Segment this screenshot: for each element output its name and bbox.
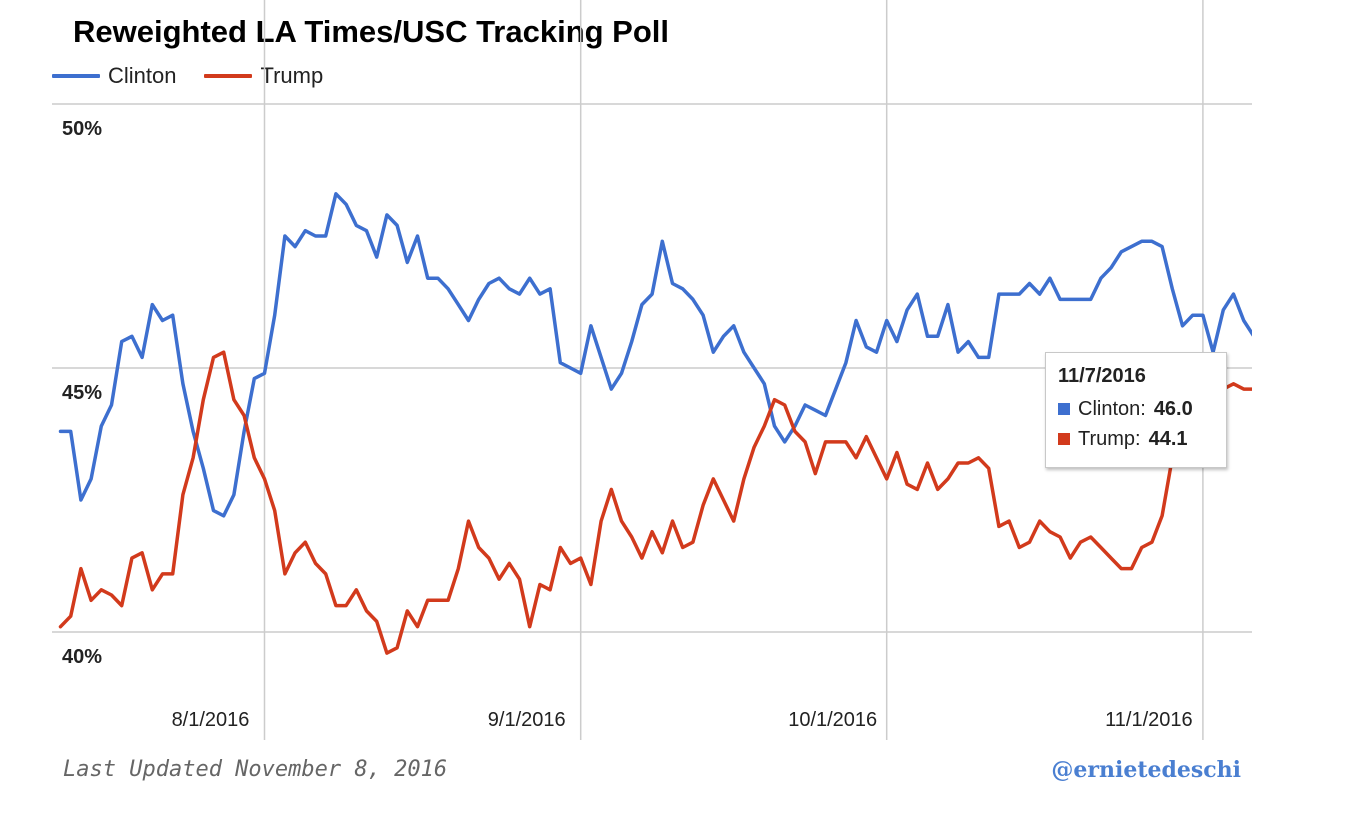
y-tick-label-40: 40% <box>62 646 102 668</box>
y-axis-ticks: 50% 45% 40% <box>62 118 102 668</box>
x-tick-label-2: 10/1/2016 <box>788 709 877 731</box>
tooltip-swatch-trump <box>1058 433 1070 445</box>
legend-swatch-trump <box>204 74 253 78</box>
author-credit: @ernietedeschi <box>1051 757 1241 783</box>
series-line-clinton <box>58 192 1252 518</box>
tooltip-value-clinton: 46.0 <box>1153 397 1193 420</box>
series-line-trump <box>58 350 1252 655</box>
legend-label-trump: Trump <box>260 63 324 88</box>
last-updated-note: Last Updated November 8, 2016 <box>63 757 448 782</box>
chart-legend: Clinton Trump <box>52 62 351 90</box>
x-tick-label-3: 11/1/2016 <box>1105 709 1193 731</box>
tooltip-label-trump: Trump: <box>1078 427 1141 450</box>
x-axis-ticks: 8/1/2016 9/1/2016 10/1/2016 11/1/2016 <box>172 709 1193 731</box>
tooltip-row-trump: Trump: 44.1 <box>1058 424 1214 454</box>
tooltip-value-trump: 44.1 <box>1148 427 1188 450</box>
x-tick-label-0: 8/1/2016 <box>172 709 250 731</box>
chart-series <box>58 192 1252 655</box>
hover-tooltip: 11/7/2016 Clinton: 46.0 Trump: 44.1 <box>1045 352 1227 468</box>
tooltip-label-clinton: Clinton: <box>1078 397 1146 420</box>
hover-point-clinton <box>1257 308 1271 322</box>
y-tick-label-45: 45% <box>62 382 102 404</box>
legend-item-clinton[interactable]: Clinton <box>52 63 176 89</box>
legend-label-clinton: Clinton <box>108 63 177 88</box>
tooltip-swatch-clinton <box>1058 403 1070 415</box>
hover-point-trump <box>1257 409 1271 423</box>
chart-title: Reweighted LA Times/USC Tracking Poll <box>73 14 670 49</box>
y-tick-label-50: 50% <box>62 118 102 140</box>
legend-swatch-clinton <box>52 74 100 78</box>
legend-item-trump[interactable]: Trump <box>204 63 323 89</box>
hover-markers <box>1257 308 1271 422</box>
x-tick-label-1: 9/1/2016 <box>488 709 566 731</box>
tooltip-date: 11/7/2016 <box>1058 365 1146 387</box>
tooltip-row-clinton: Clinton: 46.0 <box>1058 394 1214 424</box>
